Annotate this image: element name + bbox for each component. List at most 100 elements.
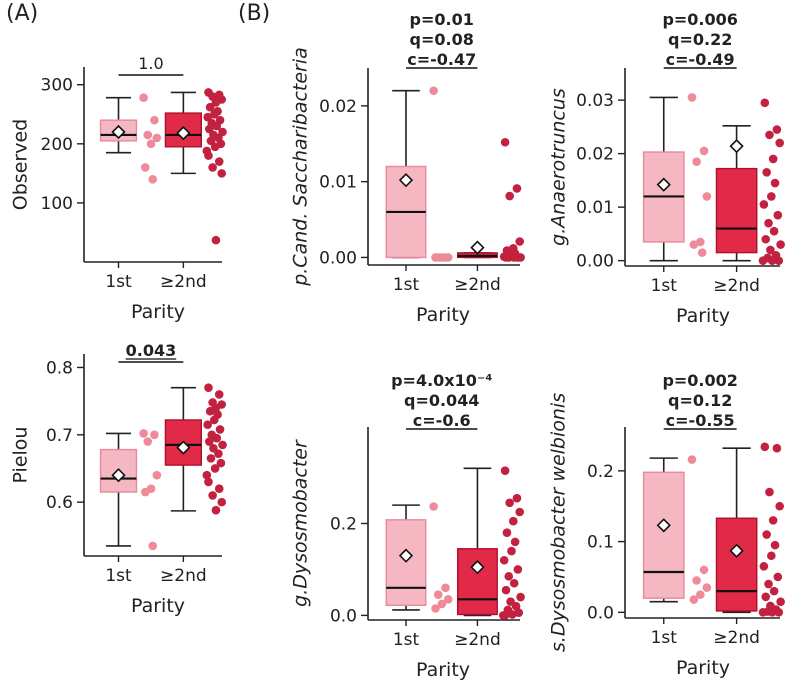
data-point: [764, 579, 773, 589]
data-point: [758, 256, 768, 265]
data-point: [509, 516, 518, 526]
y-tick-label: 0.01: [319, 173, 357, 193]
y-axis-title: s.Dysosmobacter welbionis: [548, 393, 570, 652]
chart-anaerotruncus: 0.00 0.01 0.02 0.03 1st ≥2nd Parity g.Anaerotru…: [548, 10, 785, 327]
data-point: [512, 184, 522, 193]
box: [715, 167, 758, 254]
data-point: [150, 430, 159, 440]
x-axis-title: Parity: [676, 305, 730, 327]
box: [642, 471, 685, 599]
data-point: [770, 178, 780, 188]
chart-pielou: 0.6 0.7 0.8 1st ≥2nd Parity Pielou 0.043: [10, 341, 227, 617]
y-tick-label: 0.2: [330, 515, 357, 535]
box: [715, 517, 758, 612]
data-point: [697, 248, 707, 257]
data-point: [433, 590, 443, 600]
data-point: [208, 163, 217, 172]
x-tick-label: 1st: [393, 630, 420, 650]
series-first: [642, 93, 712, 262]
data-point: [501, 253, 511, 262]
data-point: [767, 256, 777, 265]
mean-diamond: [176, 126, 191, 141]
mean-diamond: [398, 173, 414, 188]
series-second: [715, 442, 785, 617]
data-point: [215, 425, 225, 434]
data-point: [143, 437, 153, 446]
data-point: [214, 484, 224, 493]
x-tick-label: 1st: [105, 272, 132, 292]
stat-line-0: p=0.002: [662, 371, 737, 390]
x-axis-title: Parity: [416, 659, 470, 681]
y-tick-label: 0.2: [587, 462, 614, 482]
data-point: [146, 139, 156, 149]
data-point: [696, 237, 705, 247]
data-point: [512, 493, 522, 503]
data-point: [139, 93, 148, 103]
x-axis-title: Parity: [676, 657, 730, 679]
y-axis-title: Pielou: [10, 427, 32, 484]
stat-line-2: c=-0.49: [666, 50, 735, 69]
data-point: [510, 537, 520, 547]
y-tick-label: 0.02: [576, 145, 614, 165]
x-tick-label: 1st: [105, 566, 132, 586]
data-point: [203, 420, 212, 430]
data-point: [204, 151, 213, 160]
stat-line-1: q=0.08: [410, 30, 474, 49]
data-point: [687, 455, 697, 464]
data-point: [139, 429, 148, 438]
data-point: [702, 192, 712, 201]
data-point: [212, 433, 222, 443]
mean-diamond: [111, 468, 126, 483]
data-point: [217, 497, 227, 507]
data-point: [759, 200, 769, 209]
data-point: [776, 597, 785, 607]
data-point: [202, 470, 212, 480]
data-point: [762, 530, 771, 539]
y-axis-title: g.Dysosmobacter: [290, 439, 312, 607]
chart-dysosmobacter_genus: 0.0 0.2 1st ≥2nd Parity g.Dysosmobacter p=4.0x…: [290, 371, 525, 681]
data-point: [211, 98, 221, 107]
stat-line-0: p=0.006: [662, 10, 737, 29]
series-first: [385, 86, 453, 262]
data-point: [208, 491, 217, 500]
data-point: [772, 125, 782, 134]
y-tick-label: 0.02: [319, 97, 357, 117]
data-point: [774, 256, 784, 265]
data-point: [758, 608, 768, 617]
data-point: [515, 507, 524, 517]
box: [456, 548, 498, 616]
data-point: [214, 157, 224, 166]
series-first: [642, 455, 712, 604]
data-point: [699, 146, 709, 156]
data-point: [441, 583, 450, 593]
x-tick-label: 1st: [393, 275, 420, 295]
data-point: [204, 477, 213, 487]
data-point: [516, 592, 525, 602]
data-point: [760, 442, 770, 452]
mean-diamond: [656, 518, 671, 533]
mean-diamond: [729, 138, 744, 154]
y-tick-label: 0.6: [46, 493, 73, 513]
y-tick-label: 100: [41, 194, 73, 214]
stat-line-1: q=0.044: [404, 391, 479, 410]
y-tick-label: 0.01: [576, 198, 614, 218]
data-point: [500, 611, 510, 620]
x-tick-label: ≥2nd: [160, 272, 207, 292]
stat-line-1: q=0.22: [668, 30, 732, 49]
data-point: [507, 546, 516, 556]
mean-diamond: [470, 240, 485, 255]
data-point: [513, 565, 523, 574]
x-tick-label: ≥2nd: [454, 275, 501, 295]
significance-label: 1.0: [138, 54, 163, 73]
data-point: [689, 595, 699, 604]
x-tick-label: 1st: [651, 628, 678, 648]
data-point: [501, 585, 511, 595]
data-point: [150, 115, 159, 125]
data-point: [205, 102, 215, 112]
series-second: [164, 383, 227, 515]
stat-line-0: p=4.0x10⁻⁴: [391, 371, 492, 390]
data-point: [761, 592, 771, 602]
data-point: [767, 192, 776, 201]
